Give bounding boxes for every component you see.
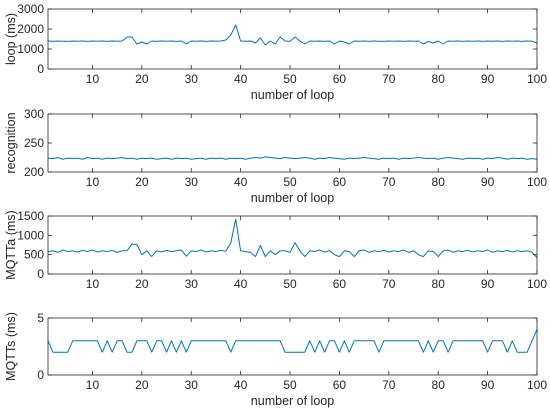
x-tick-label: 60 [333,72,347,86]
x-tick-label: 90 [481,277,495,291]
x-tick-label: 70 [382,175,396,189]
axes-frame [47,215,538,275]
x-tick-label: 30 [185,72,199,86]
x-tick-label: 70 [382,277,396,291]
x-tick-label: 100 [527,175,547,189]
y-tick-label: 5 [37,311,44,325]
series-line-1 [47,24,538,46]
x-axis-title: number of loop [251,88,334,102]
x-tick-label: 10 [86,72,100,86]
x-tick-label: 100 [527,72,547,86]
x-tick-label: 30 [185,277,199,291]
x-tick-label: 50 [283,378,297,392]
x-tick-label: 60 [333,277,347,291]
series-line-2 [47,156,538,160]
y-axis-title: recognition [4,112,18,173]
x-tick-label: 20 [135,378,149,392]
y-axis-title: loop (ms) [4,13,18,65]
x-tick-label: 20 [135,175,149,189]
y-tick-label: 0 [37,267,44,281]
x-tick-label: 100 [527,378,547,392]
y-tick-label: 1500 [17,209,44,223]
y-tick-label: 200 [24,165,44,179]
x-axis-title: number of loop [251,191,334,205]
x-tick-label: 10 [86,378,100,392]
y-tick-label: 3000 [17,2,44,16]
x-tick-label: 100 [527,277,547,291]
y-tick-label: 0 [37,62,44,76]
x-tick-label: 40 [234,72,248,86]
x-tick-label: 80 [432,175,446,189]
x-tick-label: 60 [333,175,347,189]
chart-panel-4: 10 20 30 40 50 60 70 80 90 100 0 5 number of loop MQT… [4,311,547,408]
x-tick-label: 80 [432,378,446,392]
x-tick-label: 40 [234,277,248,291]
x-tick-label: 40 [234,175,248,189]
x-tick-label: 90 [481,72,495,86]
x-tick-label: 80 [432,277,446,291]
y-tick-label: 2000 [17,22,44,36]
x-tick-label: 50 [283,175,297,189]
x-tick-label: 50 [283,277,297,291]
x-tick-label: 60 [333,378,347,392]
axes-frame [47,317,538,376]
y-tick-label: 1000 [17,42,44,56]
series-line-3 [47,218,538,259]
x-tick-label: 30 [185,175,199,189]
x-tick-label: 50 [283,72,297,86]
x-tick-label: 90 [481,175,495,189]
y-tick-label: 500 [24,248,44,262]
y-axis-title: MQTTa (ms) [4,210,18,279]
x-tick-label: 10 [86,277,100,291]
x-tick-label: 90 [481,378,495,392]
x-tick-label: 10 [86,175,100,189]
x-tick-label: 70 [382,72,396,86]
series-line-4 [47,329,538,353]
y-tick-label: 1000 [17,228,44,242]
chart-panel-1: 10 20 30 40 50 60 70 80 90 1000100020003000number… [4,2,547,102]
chart-panel-2: 10 20 30 40 50 60 70 80 90 100 200 250 300 number of … [4,107,547,205]
x-tick-label: 70 [382,378,396,392]
x-tick-label: 20 [135,277,149,291]
y-tick-label: 0 [37,368,44,382]
x-axis-title: number of loop [251,394,334,408]
x-tick-label: 30 [185,378,199,392]
x-tick-label: 20 [135,72,149,86]
axes-frame [47,113,538,173]
y-tick-label: 300 [24,107,44,121]
y-axis-title: MQTTs (ms) [4,312,18,381]
y-tick-label: 250 [24,136,44,150]
x-tick-label: 40 [234,378,248,392]
axes-frame [47,8,538,70]
x-tick-label: 80 [432,72,446,86]
